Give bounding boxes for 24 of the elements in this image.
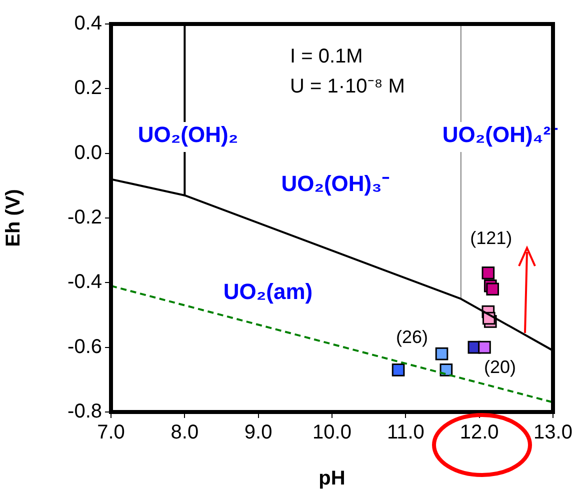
annotation: I = 0.1M	[290, 46, 363, 68]
x-tick-label: 9.0	[244, 422, 272, 444]
annotation: (20)	[484, 356, 516, 377]
y-tick-label: -0.8	[68, 400, 102, 423]
y-tick-label: -0.2	[68, 206, 102, 229]
y-tick-label: 0.0	[74, 142, 102, 164]
y-axis-title: Eh (V)	[2, 189, 25, 247]
x-tick-label: 8.0	[170, 422, 199, 444]
annotation: UO₂(OH)₃⁻	[281, 171, 390, 196]
x-tick-label: 12.0	[460, 422, 499, 444]
x-axis-title: pH	[318, 468, 346, 490]
y-tick-label: 0.4	[74, 12, 102, 35]
annotation: UO₂(OH)₂	[138, 122, 238, 148]
y-tick-label: -0.4	[68, 271, 102, 294]
x-tick-label: 7.0	[97, 422, 125, 444]
annotation: U = 1·10⁻⁸ M	[290, 76, 405, 98]
x-tick-label: 11.0	[386, 422, 424, 444]
y-tick-label: 0.2	[74, 77, 102, 100]
annotation: UO₂(am)	[223, 279, 313, 304]
x-tick-label: 10.0	[312, 422, 352, 444]
annotation: (121)	[470, 228, 512, 248]
y-tick-label: -0.6	[68, 336, 102, 358]
x-tick-label: 13.0	[534, 422, 572, 444]
annotation: (26)	[396, 326, 428, 347]
